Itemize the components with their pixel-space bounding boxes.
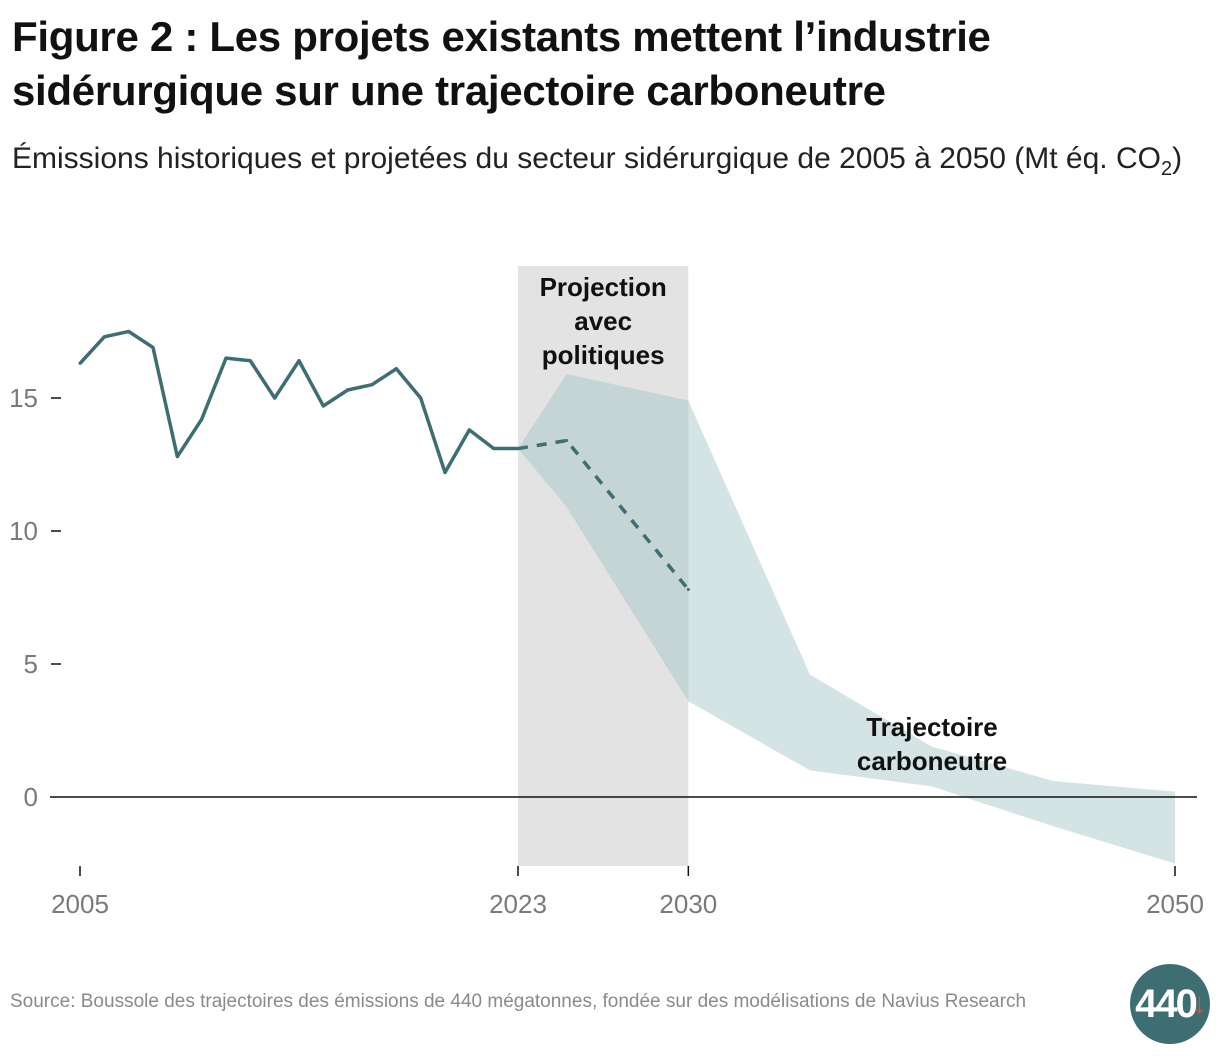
historical-point	[200, 417, 204, 421]
historical-point	[151, 345, 155, 349]
subtitle-text: Émissions historiques et projetées du se…	[12, 142, 1161, 175]
historical-point	[370, 383, 374, 387]
projection-point	[516, 447, 520, 451]
carbon-neutral-band	[518, 374, 1175, 864]
y-tick-label: 5	[24, 649, 38, 679]
projection-point	[565, 439, 569, 443]
projection-line	[517, 438, 690, 591]
source-note: Source: Boussole des trajectoires des ém…	[10, 991, 1027, 1012]
historical-point	[248, 359, 252, 363]
historical-point	[273, 396, 277, 400]
y-tick-label: 10	[9, 516, 38, 546]
x-tick-label: 2005	[51, 889, 109, 919]
x-tick-label: 2030	[659, 889, 717, 919]
projection-point	[686, 588, 690, 592]
projection-region-label: Projection avec politiques	[540, 272, 667, 370]
page-title: Figure 2 : Les projets existants mettent…	[12, 13, 991, 114]
historical-point	[175, 455, 179, 459]
historical-point	[224, 356, 228, 360]
carbon-neutral-band-label: Trajectoire carboneutre	[857, 712, 1007, 776]
historical-point	[346, 388, 350, 392]
historical-point	[467, 428, 471, 432]
x-tick-label: 2050	[1146, 889, 1204, 919]
logo-text: 440	[1135, 981, 1198, 1026]
historical-point	[102, 335, 106, 339]
historical-point	[297, 359, 301, 363]
historical-point	[78, 361, 82, 365]
historical-point	[321, 404, 325, 408]
historical-point	[492, 447, 496, 451]
y-tick-label: 0	[24, 782, 38, 812]
subtitle-end: )	[1172, 142, 1183, 175]
down-arrow-icon: ↓	[1191, 987, 1207, 1020]
historical-line	[78, 329, 518, 475]
brand-logo: 440 ↓	[1130, 964, 1210, 1044]
historical-point	[443, 470, 447, 474]
x-tick-label: 2023	[489, 889, 547, 919]
chart-subtitle: Émissions historiques et projetées du se…	[12, 140, 1212, 188]
historical-point	[419, 396, 423, 400]
projection-shaded-region	[518, 266, 689, 866]
historical-point	[127, 330, 131, 333]
y-tick-label: 15	[9, 383, 38, 413]
historical-point	[394, 367, 398, 371]
subtitle-subscript: 2	[1160, 158, 1173, 180]
